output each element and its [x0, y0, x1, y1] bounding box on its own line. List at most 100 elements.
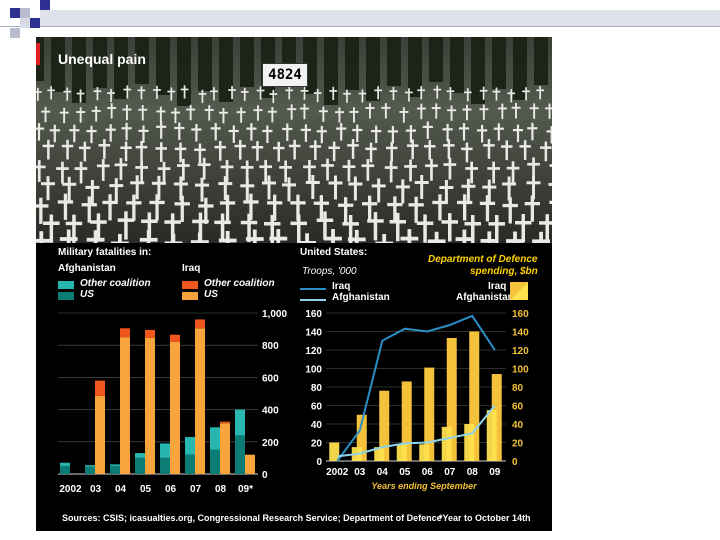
x-tick-label: 07 — [190, 484, 202, 495]
cross-post — [361, 89, 364, 103]
bar-spending-iraq — [356, 414, 367, 461]
bar-iraq-other — [120, 328, 130, 338]
cross-post — [539, 86, 541, 100]
cross-arm — [348, 182, 363, 186]
cross-arm — [462, 108, 472, 111]
bar-spending-afghanistan — [464, 424, 475, 461]
cross-arm — [155, 147, 167, 150]
deco-square — [20, 18, 30, 28]
cross-arm — [463, 91, 472, 94]
cross-arm — [36, 127, 45, 130]
cross-post — [507, 176, 511, 201]
cross-post — [438, 194, 442, 221]
cross-arm — [243, 200, 259, 204]
cross-arm — [36, 204, 49, 208]
cross-arm — [36, 91, 42, 93]
cross-arm — [98, 144, 111, 147]
cross-post — [436, 85, 439, 99]
iraq-label: Iraq — [182, 263, 201, 274]
cross-arm — [204, 109, 214, 111]
cross-arm — [527, 162, 540, 166]
cross-post — [314, 140, 317, 160]
cross-post — [311, 175, 315, 199]
cross-post — [286, 123, 289, 141]
cross-arm — [63, 90, 72, 93]
cross-arm — [497, 107, 507, 110]
cross-post — [487, 139, 491, 159]
cross-post — [346, 89, 348, 103]
x-tick-label: 04 — [115, 484, 127, 495]
cross-arm — [483, 144, 495, 147]
cross-arm — [342, 165, 356, 168]
x-tick-label: 09* — [238, 484, 253, 495]
bar-afg-us — [85, 466, 95, 474]
cross-arm — [138, 108, 148, 111]
cross-arm — [455, 237, 474, 241]
troops-label: Troops, '000 — [302, 266, 357, 277]
cross-arm — [86, 130, 97, 133]
cross-arm — [338, 203, 354, 207]
cross-post — [160, 142, 163, 162]
line-troops-iraq — [336, 314, 496, 462]
y-tick-label-left: 0 — [316, 457, 322, 468]
cross-post — [420, 86, 423, 100]
x-tick-label: 08 — [467, 467, 479, 478]
cross-post — [331, 229, 335, 243]
cross-post — [109, 124, 112, 142]
tree-shape — [114, 37, 128, 99]
cross-arm — [442, 128, 453, 131]
cross-arm — [443, 163, 457, 166]
deco-square — [10, 8, 20, 18]
cross-post — [140, 160, 143, 183]
cross-arm — [549, 200, 552, 204]
bar-iraq-other — [170, 334, 180, 342]
cross-arm — [479, 108, 489, 111]
cross-post — [353, 176, 357, 201]
y-tick-label-right: 0 — [512, 457, 518, 468]
cross-arm — [406, 144, 419, 147]
cross-arm — [457, 200, 473, 205]
cross-post — [90, 179, 94, 204]
cross-arm — [186, 108, 196, 111]
cross-post — [110, 103, 113, 119]
cross-arm — [157, 167, 171, 170]
cross-arm — [234, 144, 246, 148]
cross-arm — [374, 89, 382, 92]
cross-post — [157, 175, 161, 200]
spending-label-2: spending, $bn — [470, 266, 538, 277]
cross-arm — [240, 166, 254, 169]
cross-arm — [210, 90, 218, 93]
cross-post — [37, 123, 41, 141]
cross-arm — [477, 129, 488, 132]
tree-shape — [240, 37, 254, 87]
page-title: Unequal pain — [58, 51, 146, 67]
cross-arm — [298, 241, 316, 243]
bar-afg-other — [185, 436, 195, 455]
cross-arm — [123, 88, 132, 91]
cross-arm — [174, 202, 190, 206]
cross-arm — [107, 107, 117, 109]
cross-arm — [164, 220, 181, 224]
source-note: Sources: CSIS; icasualties.org, Congress… — [62, 513, 442, 523]
cross-post — [208, 105, 211, 121]
cross-post — [430, 158, 433, 181]
bar-spending-afghanistan — [329, 442, 340, 461]
y-tick-label: 800 — [262, 341, 279, 352]
cross-arm — [262, 181, 276, 185]
deco-square — [30, 18, 40, 28]
cross-arm — [464, 222, 481, 226]
cross-post — [539, 231, 543, 243]
cross-arm — [130, 181, 145, 185]
cross-post — [466, 104, 468, 121]
bar-afg-us — [135, 457, 145, 474]
cross-arm — [328, 181, 343, 185]
cross-post — [160, 121, 163, 139]
cross-post — [225, 160, 229, 182]
line-troops-afghanistan — [337, 404, 496, 458]
tree-shape — [156, 37, 170, 95]
cross-arm — [49, 129, 60, 132]
cross-arm — [417, 89, 425, 92]
cross-arm — [482, 185, 497, 189]
cross-post — [110, 88, 112, 103]
header-band — [40, 10, 720, 26]
